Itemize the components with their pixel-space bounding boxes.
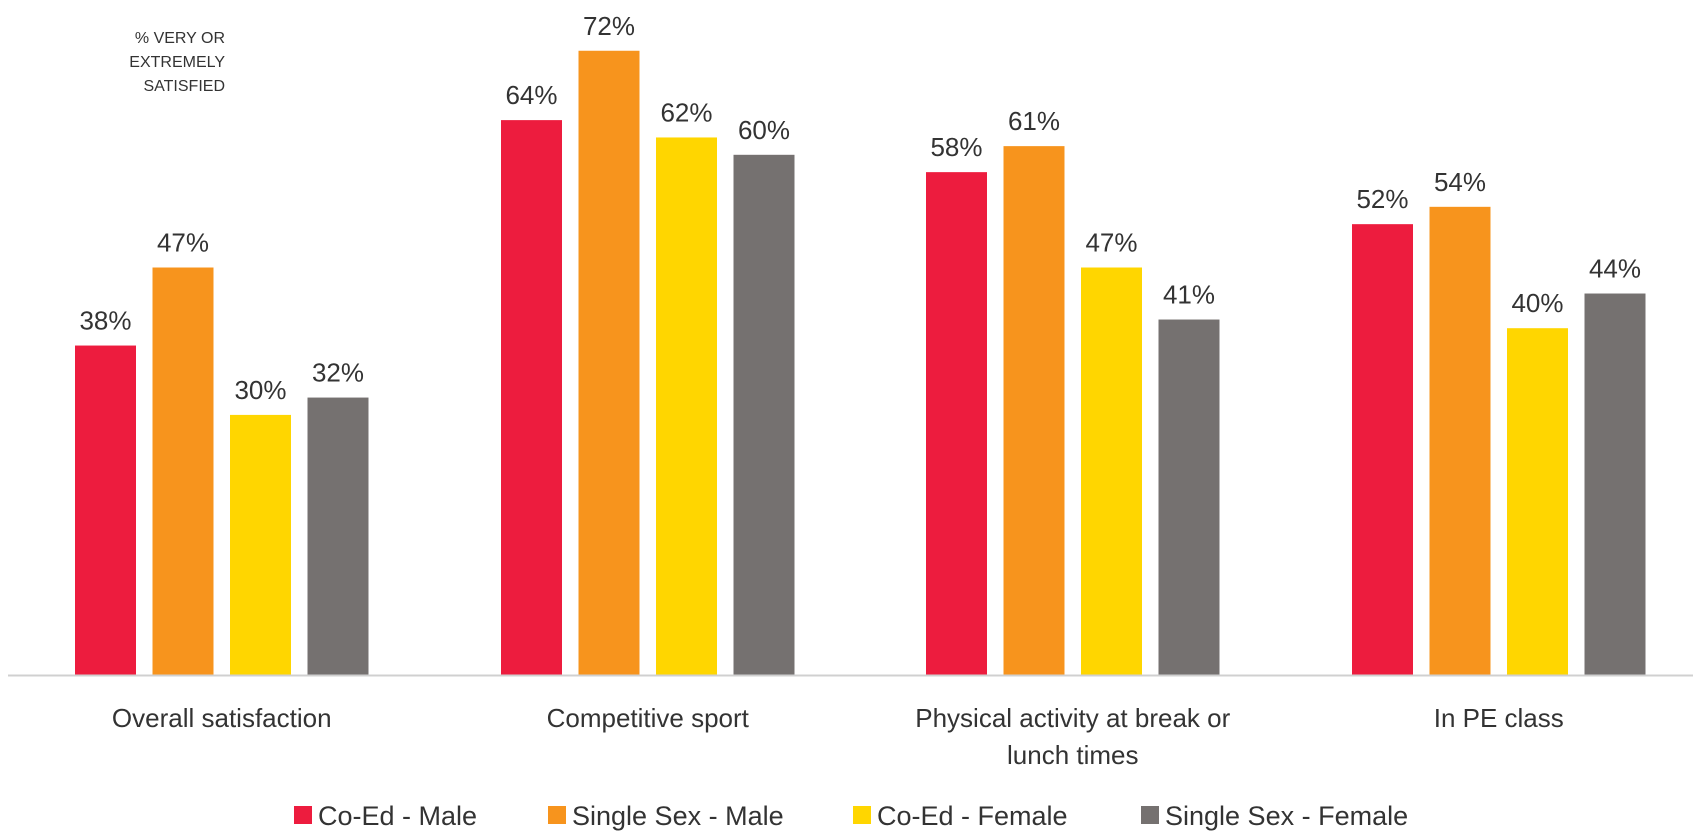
bar — [152, 267, 214, 675]
data-label: 40% — [1511, 288, 1563, 318]
data-label: 47% — [157, 228, 209, 258]
y-axis-label-line: SATISFIED — [144, 78, 226, 95]
category-label: Competitive sport — [547, 703, 750, 733]
data-label: 58% — [930, 132, 982, 162]
data-label: 38% — [79, 306, 131, 336]
bar — [926, 172, 987, 675]
data-label: 32% — [312, 358, 364, 388]
bar — [578, 50, 640, 675]
legend-label: Co-Ed - Female — [877, 801, 1068, 831]
category-label: Physical activity at break or — [915, 703, 1230, 733]
data-label: 61% — [1008, 106, 1060, 136]
bar — [501, 120, 562, 676]
bar — [230, 414, 291, 675]
bar — [307, 397, 369, 675]
bar — [1352, 224, 1413, 675]
bar — [1584, 293, 1646, 675]
data-labels: 38% 47% 30% 32% 64% 72% 62% 60% 58% 61% 47% 41% 52% 5… — [79, 11, 1641, 405]
data-label: 41% — [1163, 280, 1215, 310]
bar — [1507, 328, 1568, 675]
bar — [1429, 206, 1491, 675]
category-label: lunch times — [1007, 740, 1139, 770]
bar — [1158, 319, 1220, 675]
data-label: 44% — [1589, 254, 1641, 284]
category-label: Overall satisfaction — [112, 703, 332, 733]
data-label: 52% — [1356, 184, 1408, 214]
bar — [75, 345, 136, 675]
category-label: In PE class — [1434, 703, 1564, 733]
bars — [75, 50, 1646, 676]
legend-swatch — [548, 806, 566, 824]
legend-swatch — [853, 806, 871, 824]
legend-swatch — [1141, 806, 1159, 824]
data-label: 30% — [234, 375, 286, 405]
legend-label: Single Sex - Female — [1165, 801, 1408, 831]
bar — [1003, 146, 1065, 675]
y-axis-label-line: EXTREMELY — [129, 54, 225, 71]
data-label: 64% — [505, 80, 557, 110]
data-label: 47% — [1085, 228, 1137, 258]
data-label: 72% — [583, 11, 635, 41]
y-axis-label: % VERY OR EXTREMELY SATISFIED — [129, 30, 225, 95]
category-labels: Overall satisfaction Competitive sport Phy… — [112, 703, 1564, 770]
data-label: 62% — [660, 97, 712, 127]
y-axis-label-line: % VERY OR — [135, 30, 225, 47]
legend-label: Co-Ed - Male — [318, 801, 477, 831]
legend: Co-Ed - Male Single Sex - Male Co-Ed - Fem… — [294, 801, 1408, 831]
bar — [656, 137, 717, 675]
legend-swatch — [294, 806, 312, 824]
data-label: 60% — [738, 115, 790, 145]
bar — [733, 154, 795, 676]
legend-label: Single Sex - Male — [572, 801, 784, 831]
bar — [1081, 267, 1142, 675]
data-label: 54% — [1434, 167, 1486, 197]
